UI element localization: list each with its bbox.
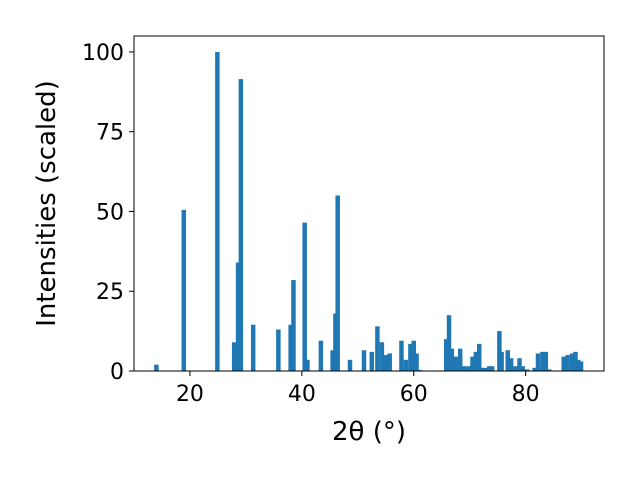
y-tick-label: 25 xyxy=(96,280,124,305)
bar xyxy=(446,315,452,371)
bar xyxy=(235,262,241,371)
bar xyxy=(489,366,495,371)
bar xyxy=(517,358,522,371)
bar xyxy=(569,353,575,371)
y-axis-label: Intensities (scaled) xyxy=(32,80,62,327)
bar xyxy=(414,353,419,371)
bar xyxy=(499,351,504,371)
y-tick-label: 0 xyxy=(110,360,124,385)
bar xyxy=(576,359,581,371)
bar xyxy=(476,343,482,371)
bar xyxy=(457,348,463,371)
bar xyxy=(487,366,492,371)
bar xyxy=(497,331,502,371)
x-tick-label: 40 xyxy=(288,382,316,407)
bar xyxy=(578,361,584,371)
bar xyxy=(513,366,518,371)
bar xyxy=(520,366,526,371)
x-axis-ticks: 20 40 60 80 xyxy=(176,371,540,407)
bar xyxy=(215,51,220,371)
y-tick-label: 50 xyxy=(96,200,124,225)
bar xyxy=(379,342,385,371)
y-tick-label: 75 xyxy=(96,121,124,146)
bar xyxy=(383,355,389,371)
bar xyxy=(302,222,307,371)
bar xyxy=(449,348,455,371)
bar xyxy=(387,353,392,371)
bar xyxy=(238,79,244,371)
bar xyxy=(369,351,375,371)
bar xyxy=(181,209,187,371)
bar xyxy=(231,342,237,371)
plot-frame xyxy=(133,35,605,372)
bar xyxy=(453,356,458,371)
bar xyxy=(411,340,416,371)
bar xyxy=(508,358,514,371)
bar xyxy=(288,324,293,371)
bar xyxy=(403,359,409,371)
bar xyxy=(250,324,256,371)
bar xyxy=(470,356,475,371)
bar xyxy=(408,343,413,371)
bar xyxy=(318,340,324,371)
bar xyxy=(561,356,566,371)
bar xyxy=(330,350,335,371)
x-axis-label: 2θ (°) xyxy=(332,417,406,447)
bar xyxy=(443,339,449,371)
bar xyxy=(461,366,467,371)
bar xyxy=(399,340,404,371)
bar xyxy=(466,366,471,371)
bar xyxy=(335,195,340,371)
bars-group xyxy=(154,51,584,371)
bar xyxy=(361,350,367,371)
bar xyxy=(484,367,489,371)
x-tick-label: 80 xyxy=(512,382,540,407)
bar xyxy=(565,355,570,371)
bar xyxy=(473,351,479,371)
bar xyxy=(543,351,549,371)
x-tick-label: 20 xyxy=(176,382,204,407)
bar xyxy=(505,350,510,371)
bar xyxy=(347,359,353,371)
bar xyxy=(532,367,537,371)
bar xyxy=(375,326,380,371)
bar xyxy=(535,353,541,371)
bar xyxy=(276,329,281,371)
bar xyxy=(154,364,159,371)
bar xyxy=(305,359,310,371)
bar xyxy=(480,367,485,371)
bar xyxy=(525,369,530,371)
bar xyxy=(573,351,578,371)
x-tick-label: 60 xyxy=(400,382,428,407)
bar xyxy=(546,369,552,371)
y-axis-ticks: 0 25 50 75 100 xyxy=(82,41,134,385)
y-tick-label: 100 xyxy=(82,41,124,66)
bar xyxy=(291,280,296,371)
bar xyxy=(540,351,545,371)
